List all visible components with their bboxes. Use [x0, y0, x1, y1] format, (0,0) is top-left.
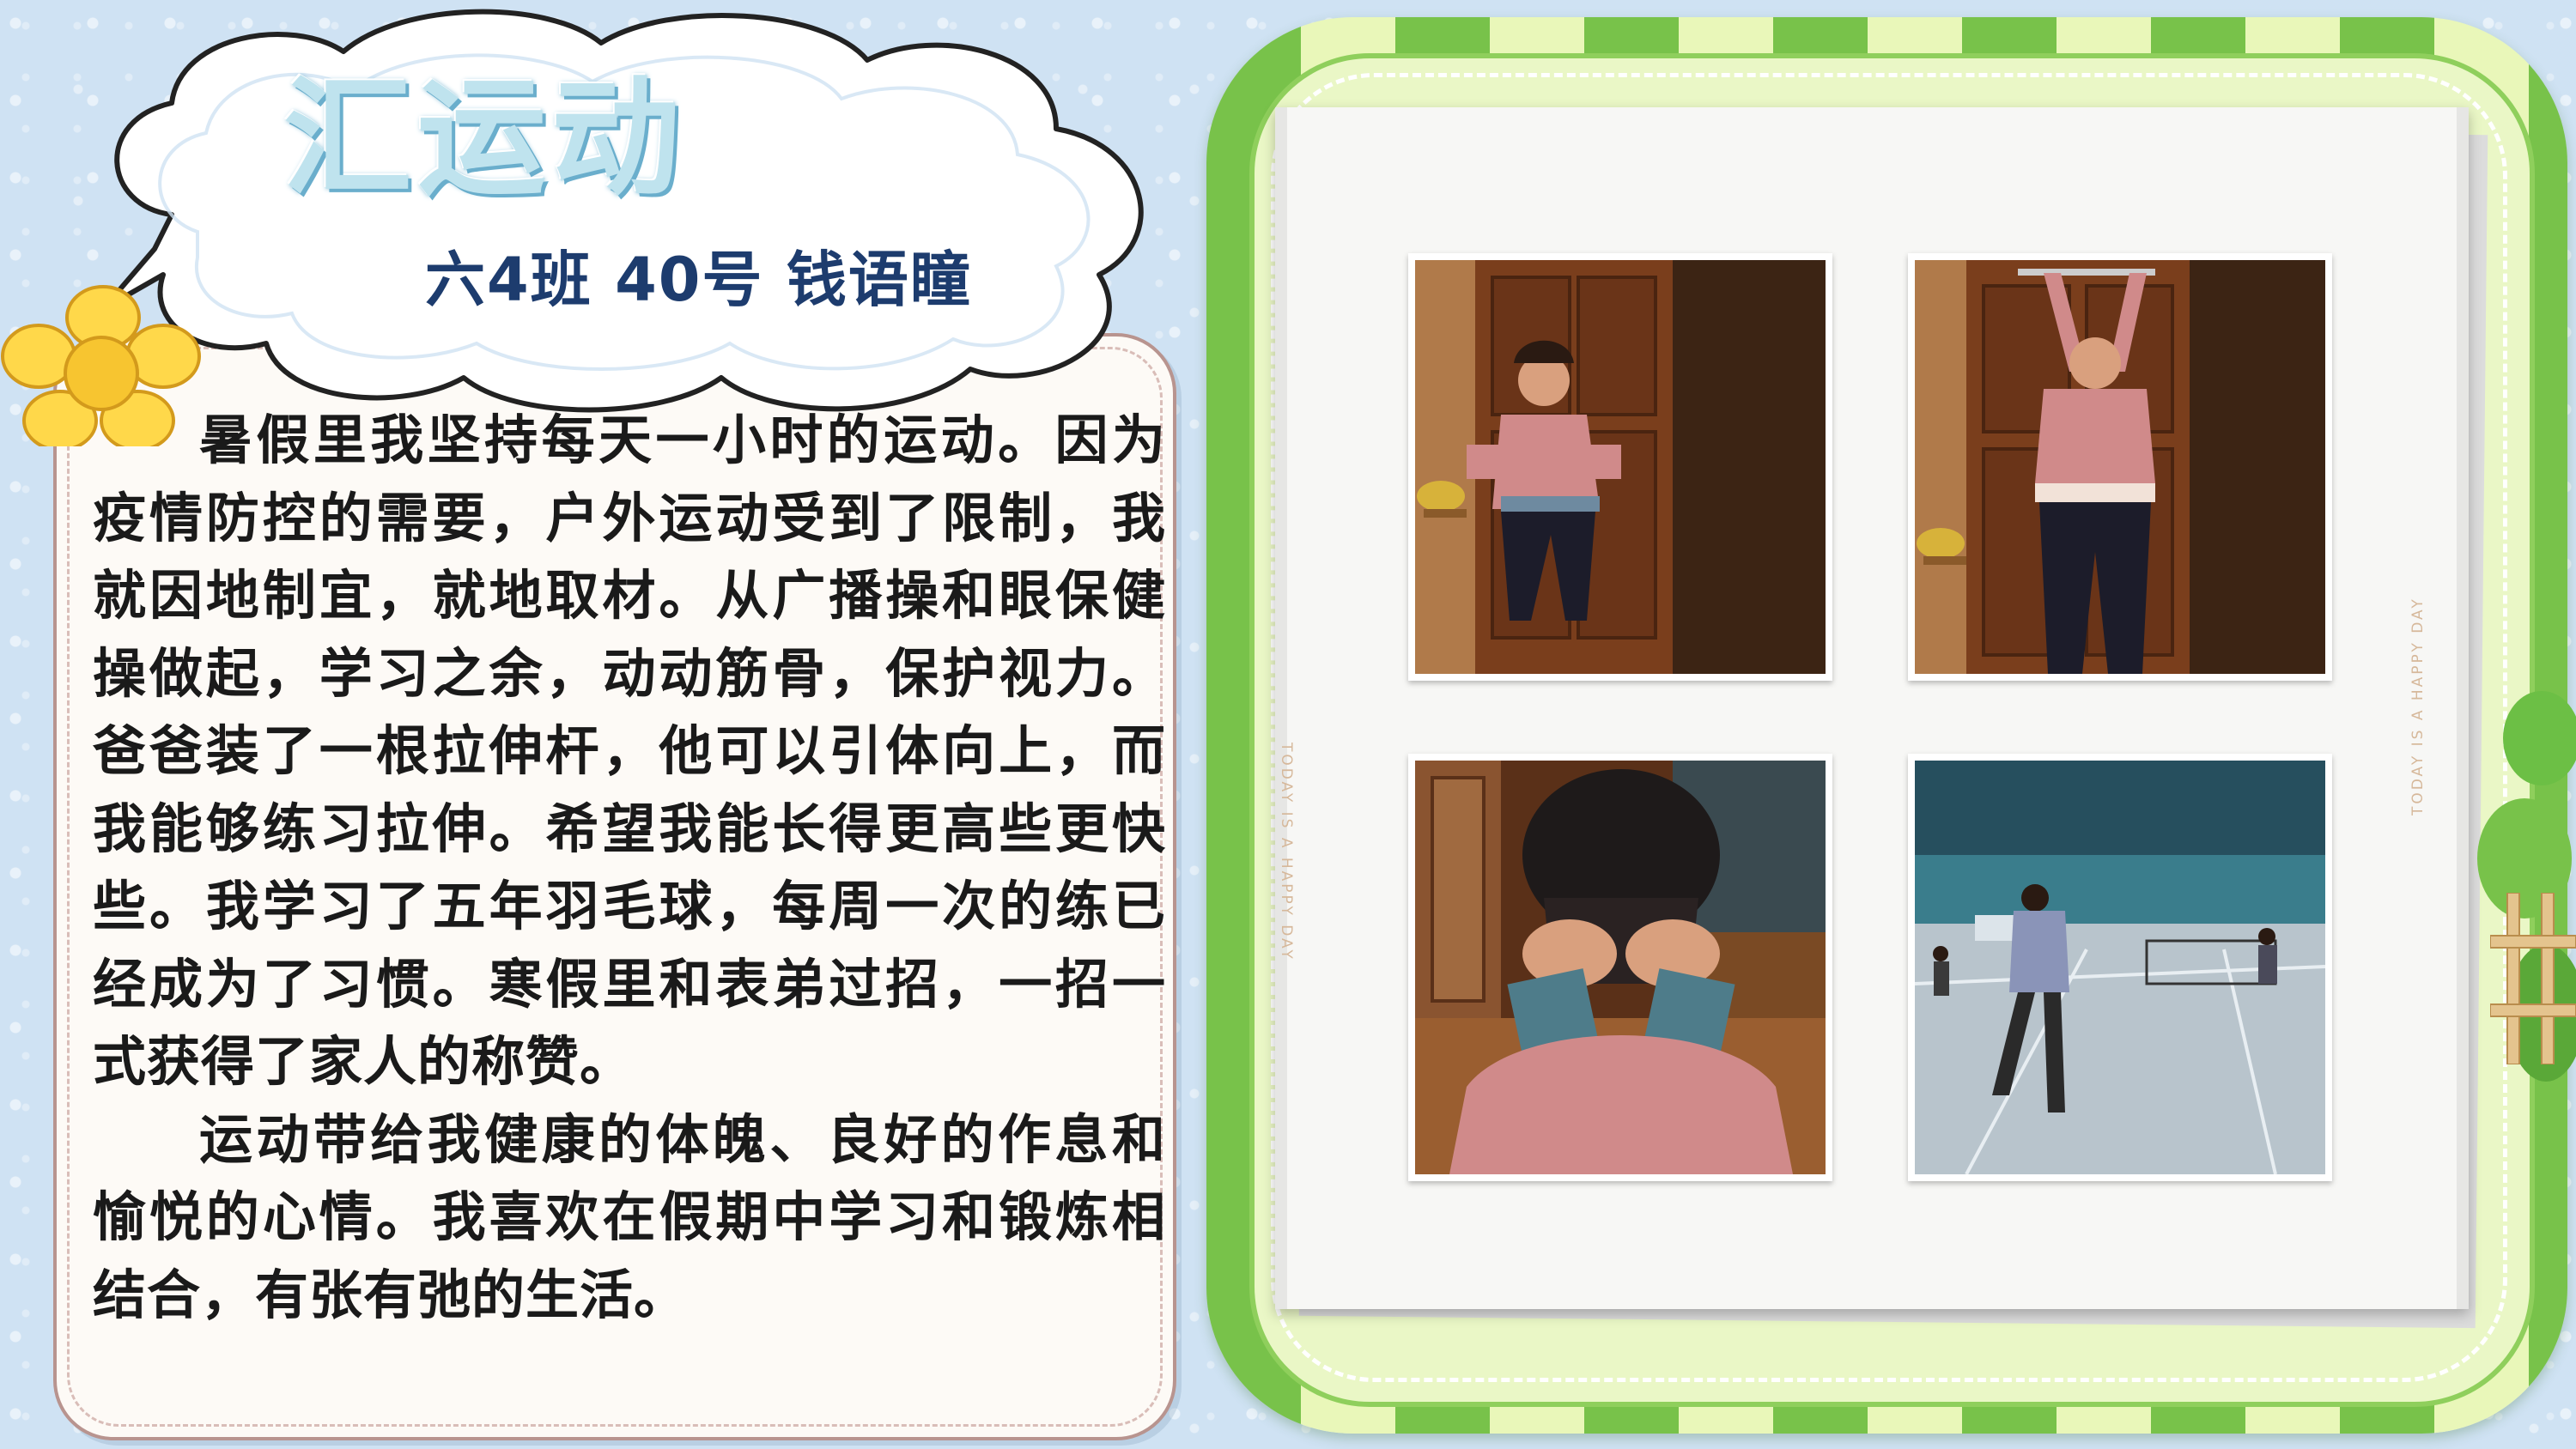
- page-title: 汇运动: [283, 34, 685, 221]
- album-caption-right: TODAY IS A HAPPY DAY: [2409, 597, 2427, 815]
- class-and-student: 六4班 40号 钱语瞳: [425, 232, 972, 318]
- essay-paragraph-2: 运动带给我健康的体魄、良好的作息和愉悦的心情。我喜欢在假期中学习和锻炼相结合，有…: [93, 1101, 1166, 1335]
- flower-icon: [0, 283, 206, 446]
- fence-decoration: [2490, 893, 2576, 1064]
- photo-badminton: [1908, 754, 2332, 1181]
- album-caption-left: TODAY IS A HAPPY DAY: [1278, 743, 1295, 961]
- essay-paragraph-1: 暑假里我坚持每天一小时的运动。因为疫情防控的需要，户外运动受到了限制，我就因地制…: [93, 402, 1166, 1101]
- photo-eye-exercise: [1408, 754, 1832, 1181]
- photo-exercise-door: [1408, 253, 1832, 681]
- photo-stretching-bar: [1908, 253, 2332, 681]
- essay-text: 暑假里我坚持每天一小时的运动。因为疫情防控的需要，户外运动受到了限制，我就因地制…: [93, 402, 1166, 1334]
